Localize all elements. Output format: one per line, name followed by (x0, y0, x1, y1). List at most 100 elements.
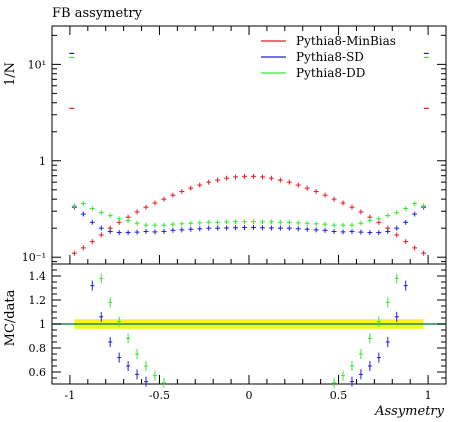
main-panel: FB assymetry 1/N 10⁻¹ 1 10¹ Pythia8-MinBia… (3, 6, 447, 265)
data-point (340, 229, 346, 235)
data-point (89, 239, 95, 245)
data-point (286, 219, 292, 225)
data-point (188, 220, 194, 226)
ratio-point (367, 333, 372, 344)
ratio-point (90, 280, 95, 291)
data-point (367, 218, 373, 224)
ratio-y-tick-label: 0.8 (29, 342, 47, 355)
data-point (179, 189, 185, 195)
ratio-point (135, 369, 140, 380)
data-point (215, 225, 221, 231)
ratio-band-layer (52, 319, 446, 329)
ratio-point (117, 316, 122, 327)
data-point (268, 219, 274, 225)
data-point (403, 219, 409, 225)
data-point (71, 250, 77, 256)
data-point (242, 225, 248, 231)
ratio-point (126, 333, 131, 344)
ratio-y-tick-label: 1.4 (29, 270, 47, 283)
data-point (188, 185, 194, 191)
chart-title: FB assymetry (52, 6, 143, 21)
ratio-point (126, 361, 131, 371)
main-y-ticks: 10⁻¹ 1 10¹ (22, 34, 446, 264)
data-point (394, 232, 400, 238)
ratio-y-tick-label: 0.6 (29, 366, 47, 379)
data-point (170, 192, 176, 198)
data-point (331, 222, 337, 228)
ratio-point (349, 361, 354, 371)
data-point (349, 228, 355, 234)
data-point (188, 226, 194, 232)
data-point (268, 225, 274, 231)
data-point (143, 222, 149, 228)
data-point (206, 179, 212, 185)
data-point (71, 203, 77, 209)
legend-label: Pythia8-SD (296, 50, 364, 64)
data-point (412, 211, 418, 217)
data-point (412, 245, 418, 251)
data-point (358, 209, 364, 215)
x-tick-label: 0 (246, 389, 253, 402)
ratio-point (161, 377, 166, 388)
data-point (268, 175, 274, 181)
data-point (394, 210, 400, 216)
data-point (259, 225, 265, 231)
ratio-point (358, 369, 363, 380)
data-point (304, 220, 310, 226)
data-point (277, 177, 283, 183)
data-point (152, 200, 158, 206)
ratio-point (394, 311, 399, 322)
data-point (197, 220, 203, 226)
data-point (349, 222, 355, 228)
data-point (250, 225, 256, 231)
ratio-point (394, 273, 399, 284)
data-point (340, 200, 346, 206)
ratio-y-tick-label: 1 (39, 318, 46, 331)
ratio-series-layer (90, 273, 408, 388)
data-point (98, 225, 104, 231)
x-tick-label: -0.5 (149, 389, 170, 402)
ratio-y-ticks: 0.6 0.8 1 1.2 1.4 (29, 263, 446, 385)
data-point (161, 222, 167, 228)
legend: Pythia8-MinBias Pythia8-SD Pythia8-DD (261, 34, 396, 80)
ratio-point (403, 280, 408, 291)
data-point (215, 177, 221, 183)
data-point (259, 219, 265, 225)
main-y-tick-label: 10⁻¹ (22, 251, 46, 264)
x-tick-label: 0.5 (330, 389, 348, 402)
legend-label: Pythia8-DD (296, 66, 365, 80)
data-point (206, 219, 212, 225)
data-point (233, 219, 239, 225)
data-point (322, 227, 328, 233)
data-point (250, 219, 256, 225)
data-point (116, 230, 122, 236)
data-point (224, 175, 230, 181)
data-point (179, 227, 185, 233)
ratio-point (99, 311, 104, 322)
data-point (98, 210, 104, 216)
x-tick-label: 1 (425, 389, 432, 402)
data-point (161, 196, 167, 202)
ratio-panel: MC/data 0.6 0.8 1 1.2 1.4 -1 -0.5 0 0.5 1 Assyme… (3, 263, 447, 419)
data-point (277, 219, 283, 225)
data-point (376, 230, 382, 236)
legend-label: Pythia8-MinBias (296, 34, 396, 48)
data-point (179, 221, 185, 227)
ratio-point (144, 361, 149, 371)
data-point (197, 182, 203, 188)
ratio-point (117, 352, 122, 363)
data-point (322, 221, 328, 227)
ratio-point (108, 337, 113, 347)
data-point (394, 225, 400, 231)
x-axis-label: Assymetry (374, 404, 445, 419)
data-point (313, 189, 319, 195)
y-axis-label-ratio: MC/data (3, 289, 18, 346)
data-point (322, 192, 328, 198)
data-point (143, 228, 149, 234)
x-tick-label: -1 (65, 389, 76, 402)
data-point (233, 225, 239, 231)
data-point (224, 219, 230, 225)
ratio-x-ticks: -1 -0.5 0 0.5 1 (51, 375, 447, 402)
ratio-point (332, 377, 337, 388)
